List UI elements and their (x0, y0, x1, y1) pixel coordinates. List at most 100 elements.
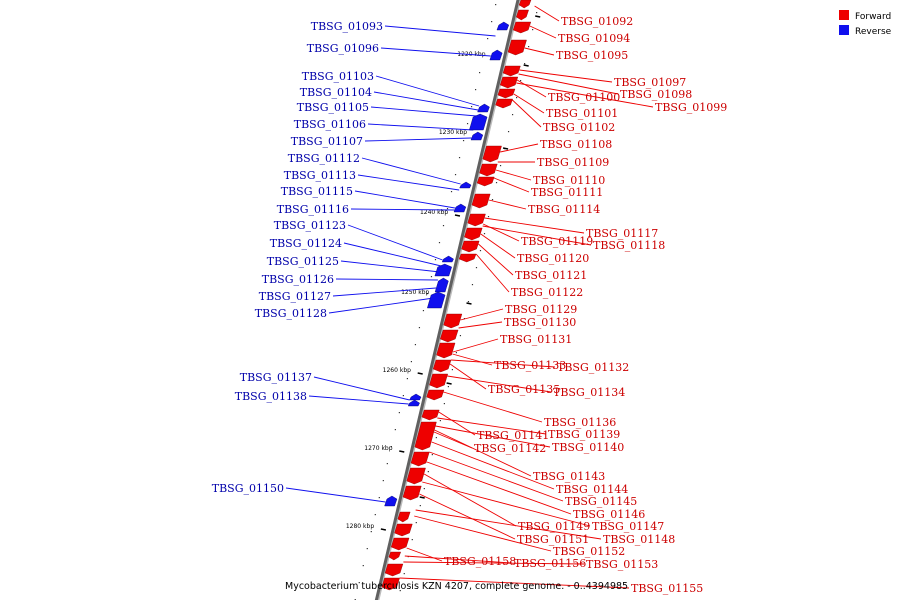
reverse-gene-label[interactable]: TBSG_01126 (262, 273, 334, 286)
forward-gene-block (390, 537, 410, 551)
forward-gene-label[interactable]: TBSG_01102 (543, 121, 615, 134)
forward-label-leader (495, 169, 532, 181)
legend-forward-swatch (839, 10, 849, 20)
kbp-tick (417, 372, 423, 375)
forward-gene-label[interactable]: TBSG_01142 (474, 442, 546, 455)
forward-label-leader (524, 47, 555, 56)
reverse-gene-label[interactable]: TBSG_01116 (277, 203, 349, 216)
forward-gene-block (476, 176, 495, 187)
tick-dot (411, 539, 413, 541)
kbp-tick (454, 214, 461, 217)
forward-label-leader (429, 451, 564, 502)
forward-gene-label[interactable]: TBSG_01139 (548, 428, 620, 441)
reverse-label-leader (343, 242, 442, 267)
forward-gene-label[interactable]: TBSG_01156 (514, 557, 586, 570)
forward-gene-label[interactable]: TBSG_01129 (505, 303, 577, 316)
reverse-gene-block (469, 113, 488, 131)
reverse-gene-label[interactable]: TBSG_01137 (240, 371, 312, 384)
forward-gene-label[interactable]: TBSG_01094 (558, 32, 630, 45)
forward-gene-label[interactable]: TBSG_01117 (586, 227, 658, 240)
forward-gene-label[interactable]: TBSG_01119 (521, 235, 593, 248)
forward-gene-label[interactable]: TBSG_01108 (540, 138, 612, 151)
forward-gene-label[interactable]: TBSG_01098 (620, 88, 692, 101)
forward-gene-label[interactable]: TBSG_01152 (553, 545, 625, 558)
kbp-label: 1270 kbp (364, 445, 392, 452)
reverse-gene-label[interactable]: TBSG_01096 (307, 42, 379, 55)
tick-dot (390, 446, 392, 448)
forward-gene-label[interactable]: TBSG_01155 (631, 582, 703, 595)
tick-dot (442, 225, 445, 227)
forward-gene-label[interactable]: TBSG_01148 (603, 533, 675, 546)
forward-gene-label[interactable]: TBSG_01153 (586, 558, 658, 571)
forward-label-leader (451, 359, 556, 368)
reverse-label-leader (380, 47, 491, 57)
tick-dot (470, 106, 473, 108)
tick-dot (479, 72, 481, 74)
reverse-gene-label[interactable]: TBSG_01150 (212, 482, 284, 495)
reverse-gene-label[interactable]: TBSG_01128 (255, 307, 327, 320)
gene-features (381, 0, 532, 591)
reverse-gene-label[interactable]: TBSG_01093 (311, 20, 383, 33)
forward-gene-label[interactable]: TBSG_01092 (561, 15, 633, 28)
forward-gene-label[interactable]: TBSG_01122 (511, 286, 583, 299)
reverse-gene-label[interactable]: TBSG_01106 (294, 118, 366, 131)
reverse-gene-label[interactable]: TBSG_01113 (284, 169, 356, 182)
forward-gene-block (518, 0, 532, 9)
forward-gene-label[interactable]: TBSG_01140 (552, 441, 624, 454)
forward-gene-label[interactable]: TBSG_01121 (515, 269, 587, 282)
forward-gene-label[interactable]: TBSG_01135 (488, 383, 560, 396)
reverse-gene-label[interactable]: TBSG_01124 (270, 237, 342, 250)
forward-gene-label[interactable]: TBSG_01099 (655, 101, 727, 114)
forward-gene-label[interactable]: TBSG_01146 (573, 508, 645, 521)
forward-gene-label[interactable]: TBSG_01097 (614, 76, 686, 89)
reverse-gene-label[interactable]: TBSG_01115 (281, 185, 353, 198)
forward-gene-label[interactable]: TBSG_01101 (546, 107, 618, 120)
forward-label-leader (460, 308, 504, 321)
forward-gene-label[interactable]: TBSG_01151 (517, 533, 589, 546)
forward-gene-label[interactable]: TBSG_01118 (593, 239, 665, 252)
reverse-label-leader (313, 376, 410, 401)
legend-forward-label: Forward (855, 12, 891, 22)
forward-gene-label[interactable]: TBSG_01130 (504, 316, 576, 329)
forward-gene-label[interactable]: TBSG_01145 (565, 495, 637, 508)
forward-gene-label[interactable]: TBSG_01109 (537, 156, 609, 169)
forward-gene-label[interactable]: TBSG_01095 (556, 49, 628, 62)
forward-gene-block (414, 421, 437, 451)
reverse-gene-label[interactable]: TBSG_01127 (259, 290, 331, 303)
forward-gene-label[interactable]: TBSG_01120 (517, 252, 589, 265)
forward-gene-label[interactable]: TBSG_01100 (548, 91, 620, 104)
reverse-gene-label[interactable]: TBSG_01105 (297, 101, 369, 114)
forward-gene-label[interactable]: TBSG_01158 (444, 555, 516, 568)
forward-gene-label[interactable]: TBSG_01141 (477, 429, 549, 442)
forward-gene-label[interactable]: TBSG_01147 (592, 520, 664, 533)
forward-gene-label[interactable]: TBSG_01110 (533, 174, 605, 187)
forward-gene-label[interactable]: TBSG_01144 (556, 483, 628, 496)
forward-gene-label[interactable]: TBSG_01149 (518, 520, 590, 533)
forward-gene-label[interactable]: TBSG_01133 (494, 359, 566, 372)
forward-gene-label[interactable]: TBSG_01132 (557, 361, 629, 374)
forward-gene-label[interactable]: TBSG_01114 (528, 203, 600, 216)
reverse-label-leader (285, 487, 386, 503)
reverse-gene-label[interactable]: TBSG_01104 (300, 86, 372, 99)
reverse-gene-label[interactable]: TBSG_01103 (302, 70, 374, 83)
reverse-gene-label[interactable]: TBSG_01125 (267, 255, 339, 268)
tick-dot (443, 403, 445, 405)
reverse-gene-label[interactable]: TBSG_01112 (288, 152, 360, 165)
tick-dot (439, 420, 441, 422)
forward-label-leader (534, 5, 560, 22)
forward-gene-label[interactable]: TBSG_01143 (533, 470, 605, 483)
tick-dot (532, 29, 534, 31)
forward-gene-block (467, 213, 486, 227)
forward-gene-label[interactable]: TBSG_01134 (553, 386, 625, 399)
reverse-gene-label[interactable]: TBSG_01138 (235, 390, 307, 403)
forward-gene-label[interactable]: TBSG_01111 (531, 186, 603, 199)
forward-gene-label[interactable]: TBSG_01136 (544, 416, 616, 429)
forward-label-leader (512, 99, 542, 128)
tick-dot (459, 335, 462, 337)
reverse-gene-label[interactable]: TBSG_01107 (291, 135, 363, 148)
reverse-gene-label[interactable]: TBSG_01123 (274, 219, 346, 232)
forward-gene-label[interactable]: TBSG_01131 (500, 333, 572, 346)
tick-dot (378, 497, 380, 499)
tick-dot (399, 590, 401, 592)
kbp-label: 1240 kbp (420, 209, 448, 216)
